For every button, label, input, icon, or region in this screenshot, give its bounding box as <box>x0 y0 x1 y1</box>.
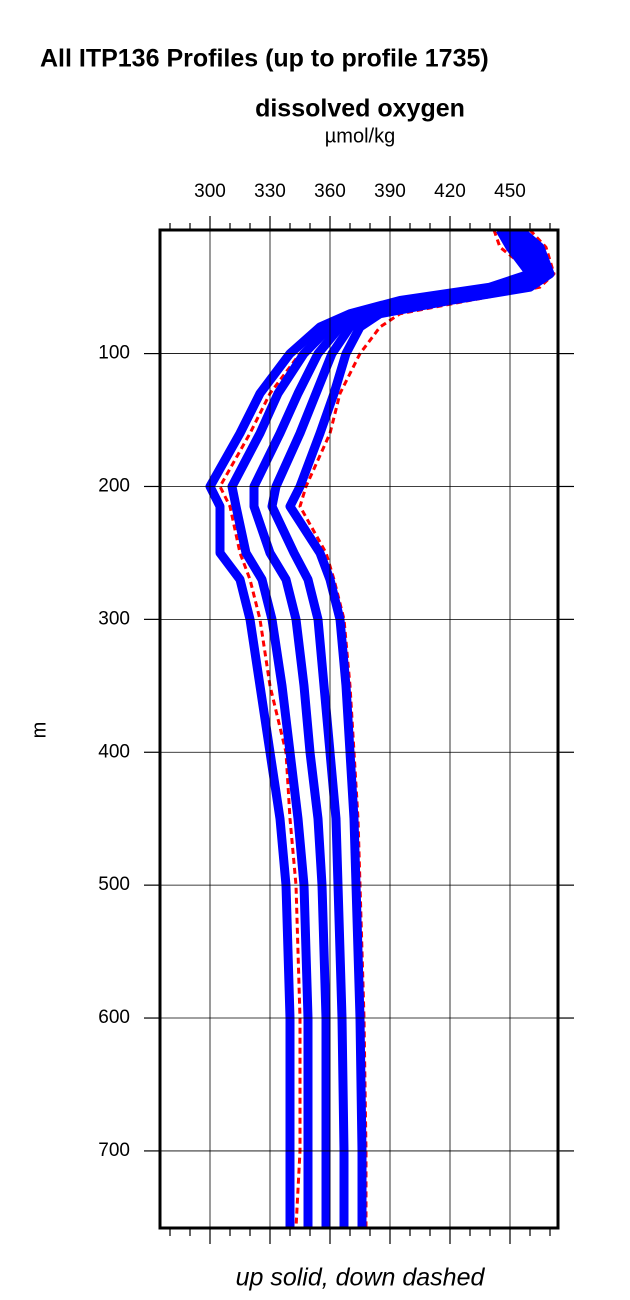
x-unit: µmol/kg <box>325 125 395 147</box>
profile-up <box>205 230 535 1228</box>
x-tick-label: 360 <box>314 181 346 202</box>
plot-frame <box>158 228 560 1230</box>
profile-up <box>285 230 555 1228</box>
x-tick-label: 450 <box>494 181 526 202</box>
profile-down <box>218 230 536 1228</box>
y-axis-label: m <box>28 722 50 739</box>
y-tick-label: 200 <box>98 475 130 496</box>
profile-up <box>227 230 539 1228</box>
x-tick-label: 300 <box>194 181 226 202</box>
x-axis-label: up solid, down dashed <box>236 1264 486 1292</box>
y-tick-label: 700 <box>98 1140 130 1161</box>
y-tick-label: 600 <box>98 1007 130 1028</box>
chart-title: All ITP136 Profiles (up to profile 1735) <box>40 45 489 73</box>
y-tick-label: 400 <box>98 741 130 762</box>
x-tick-label: 330 <box>254 181 286 202</box>
x-tick-label: 420 <box>434 181 466 202</box>
profile-up <box>267 230 549 1228</box>
chart-subtitle: dissolved oxygen <box>255 95 465 123</box>
y-tick-label: 300 <box>98 608 130 629</box>
profile-up <box>249 230 545 1228</box>
x-tick-label: 390 <box>374 181 406 202</box>
y-tick-label: 100 <box>98 343 130 364</box>
y-tick-label: 500 <box>98 874 130 895</box>
